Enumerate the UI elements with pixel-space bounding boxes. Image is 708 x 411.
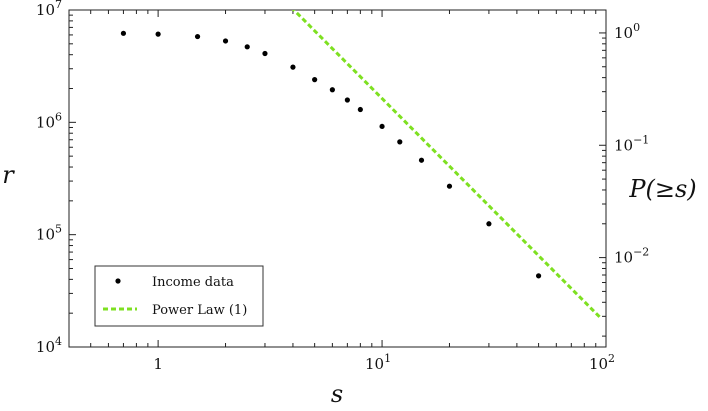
income-data-point (222, 38, 229, 44)
x-tick-label: 1 (153, 355, 163, 373)
tick-marks (68, 9, 607, 348)
x-tick-label: 102 (589, 352, 615, 373)
y-right-tick-label: 10−2 (614, 246, 649, 267)
income-data-point (329, 87, 335, 93)
income-data-point (486, 221, 492, 227)
plot-frame (68, 9, 607, 348)
y-left-tick-label: 104 (36, 335, 62, 356)
y-left-tick-label: 106 (36, 110, 62, 131)
y-left-axis-title: r (2, 161, 15, 189)
legend: Income data Power Law (1) (94, 265, 264, 327)
income-data-point (418, 157, 425, 163)
income-data-point (397, 139, 403, 145)
legend-box (94, 265, 264, 327)
income-data-point (290, 64, 296, 70)
x-axis-title: s (331, 380, 343, 408)
y-left-tick-label: 107 (36, 0, 62, 19)
legend-power-law-label: Power Law (1) (152, 303, 247, 318)
income-data-point (312, 77, 318, 83)
income-data-series (120, 30, 542, 279)
y-right-tick-label: 10−1 (614, 133, 649, 154)
income-data-point (357, 106, 363, 113)
income-data-point (344, 97, 350, 103)
y-right-tick-label: 100 (614, 21, 640, 42)
income-data-point (262, 50, 268, 57)
income-data-point (194, 33, 201, 40)
income-data-point (244, 44, 250, 50)
legend-income-label: Income data (152, 275, 234, 290)
y-left-tick-label: 105 (36, 223, 62, 244)
power-law-series (291, 10, 603, 320)
tick-labels: 1 101 102 104 105 106 107 100 10−1 10−2 (36, 0, 649, 373)
income-data-point (120, 30, 127, 36)
income-data-point (379, 123, 385, 130)
income-data-point (446, 183, 453, 189)
y-right-axis-title: P(≥s) (628, 175, 696, 203)
income-data-point (155, 31, 161, 37)
power-law-line (291, 10, 603, 320)
x-tick-label: 101 (365, 352, 391, 373)
income-data-point (535, 273, 542, 279)
legend-income-marker (115, 278, 121, 284)
